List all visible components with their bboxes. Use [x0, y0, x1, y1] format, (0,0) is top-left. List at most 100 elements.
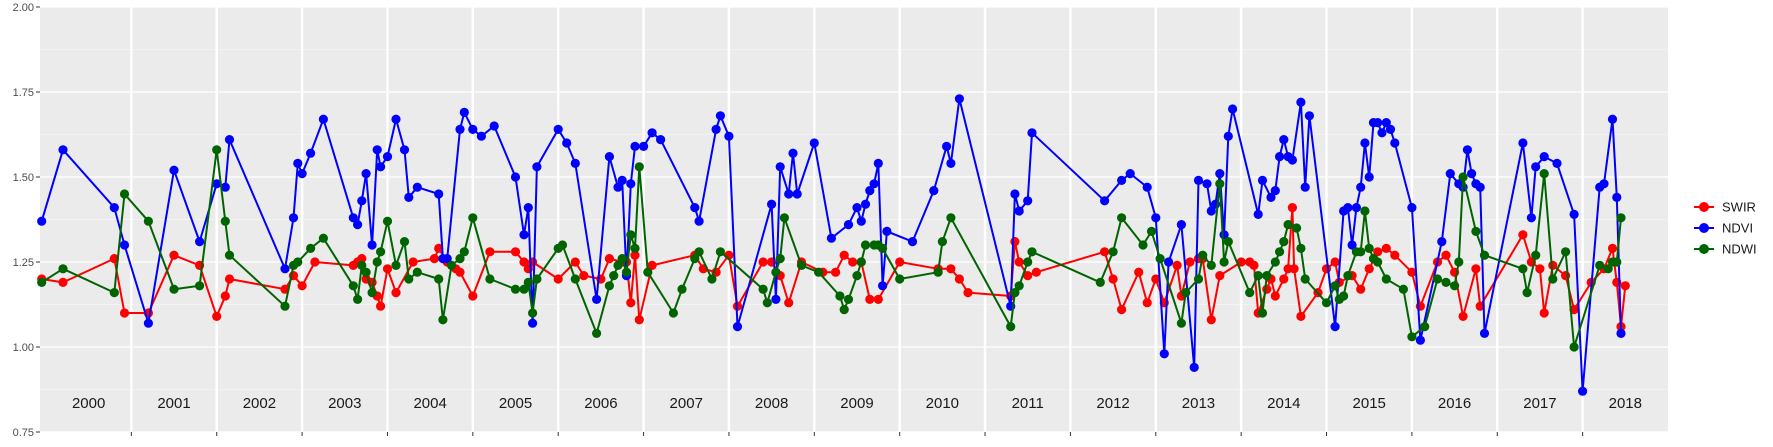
data-point-ndvi	[1612, 192, 1622, 202]
data-point-ndvi	[1014, 206, 1024, 216]
data-point-swir	[634, 315, 644, 325]
data-point-ndwi	[814, 267, 824, 277]
data-point-ndvi	[1390, 138, 1400, 148]
data-point-ndwi	[1279, 237, 1289, 247]
year-label: 2002	[243, 395, 276, 412]
data-point-ndwi	[1612, 257, 1622, 267]
data-point-ndwi	[1373, 257, 1383, 267]
data-point-ndwi	[878, 243, 888, 253]
y-tick-label: 1.75	[13, 87, 34, 99]
data-point-ndwi	[604, 281, 615, 291]
data-point-ndwi	[771, 267, 781, 277]
data-point-ndvi	[1445, 169, 1455, 179]
y-tick-label: 1.25	[13, 257, 34, 269]
data-point-ndvi	[1360, 138, 1370, 148]
data-point-ndvi	[1023, 196, 1033, 206]
data-point-swir	[831, 267, 841, 277]
data-point-ndwi	[399, 237, 410, 247]
data-point-ndwi	[169, 284, 179, 294]
data-point-ndwi	[434, 274, 444, 284]
year-label: 2011	[1012, 395, 1044, 412]
data-point-swir	[954, 274, 965, 284]
data-point-ndwi	[1262, 271, 1272, 281]
data-point-ndwi	[485, 274, 495, 284]
data-point-swir	[1321, 264, 1332, 274]
data-point-ndvi	[792, 189, 802, 199]
data-point-ndvi	[639, 141, 649, 151]
data-point-ndwi	[694, 247, 704, 257]
data-point-ndvi	[711, 124, 721, 134]
data-point-ndvi	[306, 148, 316, 158]
data-point-ndvi	[860, 199, 871, 209]
data-point-ndvi	[852, 203, 862, 213]
data-point-ndvi	[1223, 131, 1233, 141]
data-point-ndvi	[1189, 362, 1199, 372]
data-point-ndwi	[1245, 288, 1255, 298]
data-point-ndwi	[1339, 291, 1349, 301]
data-point-ndvi	[1117, 175, 1127, 185]
data-point-ndwi	[348, 281, 358, 291]
data-point-ndwi	[37, 277, 47, 287]
data-point-swir	[1023, 271, 1033, 281]
data-point-ndvi	[570, 158, 580, 168]
data-point-ndwi	[1253, 271, 1263, 281]
data-point-ndwi	[1522, 288, 1532, 298]
data-point-ndvi	[1364, 172, 1374, 182]
data-point-ndwi	[1138, 240, 1148, 250]
data-point-ndwi	[1296, 243, 1306, 253]
data-point-ndwi	[523, 277, 533, 287]
data-point-ndwi	[376, 247, 386, 257]
data-point-swir	[865, 294, 875, 304]
data-point-ndwi	[1275, 247, 1285, 257]
data-point-ndvi	[1616, 328, 1626, 338]
data-point-ndwi	[1420, 322, 1430, 332]
data-point-swir	[1471, 264, 1481, 274]
legend-label-ndwi: NDWI	[1722, 242, 1757, 257]
data-point-ndwi	[643, 267, 653, 277]
data-point-ndwi	[1364, 243, 1374, 253]
data-point-swir	[1441, 250, 1451, 260]
data-point-ndwi	[895, 274, 905, 284]
data-point-ndwi	[1283, 220, 1293, 230]
data-point-ndvi	[109, 203, 119, 213]
data-point-ndvi	[1569, 209, 1579, 219]
year-label: 2009	[840, 395, 873, 412]
data-point-ndvi	[391, 114, 401, 124]
data-point-ndwi	[1360, 206, 1370, 216]
data-point-ndwi	[404, 274, 414, 284]
data-point-swir	[1607, 243, 1618, 253]
data-point-ndwi	[677, 284, 687, 294]
data-point-swir	[408, 257, 418, 267]
data-point-ndvi	[212, 179, 222, 189]
data-point-ndvi	[353, 220, 363, 230]
data-point-swir	[212, 311, 222, 321]
data-point-ndvi	[788, 148, 798, 158]
data-point-ndwi	[1548, 274, 1558, 284]
data-point-ndvi	[1300, 182, 1310, 192]
data-point-ndvi	[399, 145, 410, 155]
data-point-ndvi	[1287, 155, 1297, 165]
data-point-ndwi	[361, 267, 371, 277]
data-point-ndwi	[1569, 342, 1579, 352]
data-point-ndwi	[634, 162, 644, 172]
data-point-ndwi	[455, 254, 465, 264]
data-point-ndvi	[382, 152, 393, 162]
data-point-ndwi	[609, 271, 619, 281]
data-point-ndvi	[715, 111, 726, 121]
data-point-swir	[553, 274, 563, 284]
data-point-ndvi	[1578, 386, 1588, 396]
data-point-ndvi	[1356, 182, 1366, 192]
data-point-ndvi	[119, 240, 130, 250]
data-point-ndwi	[1321, 298, 1332, 308]
data-point-swir	[485, 247, 495, 257]
data-point-ndvi	[476, 131, 486, 141]
y-tick-label: 0.75	[13, 427, 34, 439]
data-point-ndwi	[1561, 247, 1571, 257]
data-point-swir	[1270, 291, 1280, 301]
data-point-ndvi	[942, 141, 952, 151]
data-point-ndwi	[1117, 213, 1127, 223]
data-point-ndvi	[318, 114, 328, 124]
data-point-swir	[220, 291, 230, 301]
data-point-ndvi	[1381, 118, 1391, 128]
